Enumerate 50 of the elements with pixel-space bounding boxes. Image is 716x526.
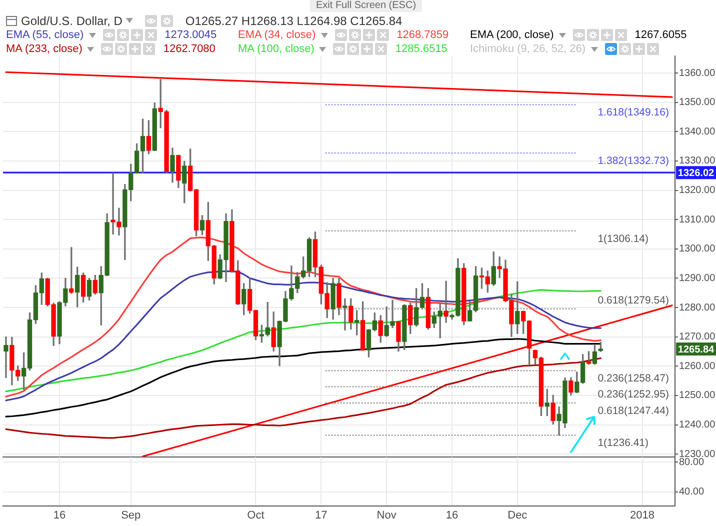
ref-line-label: 0.236(1252.95)	[598, 388, 669, 401]
candlestick	[4, 336, 8, 378]
x-tick-label: 16	[53, 510, 66, 522]
text: MA (233, close)	[6, 43, 82, 55]
text: 1285.6515	[395, 43, 448, 55]
ref-line-label: 0.618(1279.54)	[598, 294, 669, 307]
ref-line-label: 1.382(1332.73)	[598, 154, 669, 167]
text: 1268.7859	[396, 29, 449, 41]
ref-line-label: 0.618(1247.44)	[598, 404, 669, 417]
x-tick-label: Dec	[508, 510, 528, 522]
candlestick	[342, 298, 348, 330]
ref-line-label: 0.236(1258.47)	[598, 372, 669, 385]
text: 1267.6055	[634, 29, 687, 41]
y-tick-label: 1290.00	[679, 272, 716, 284]
y-tick-label: 1320.00	[679, 185, 716, 196]
y-tick-label: 80.00	[679, 456, 704, 468]
ref-line-label: 1326.02	[678, 168, 715, 179]
y-tick-label: 1300.00	[679, 244, 716, 255]
text: Ichimoku (9, 26, 52, 26)	[470, 43, 586, 55]
x-tick-label: 2018	[630, 510, 655, 522]
y-tick-label: 40.00	[679, 486, 704, 498]
x-tick-label: Oct	[247, 510, 264, 522]
x-tick-label: Nov	[376, 510, 397, 522]
y-tick-label: 1340.00	[679, 126, 716, 138]
y-tick-label: 1330.00	[679, 156, 716, 167]
y-tick-label: 1260.00	[679, 360, 716, 372]
text: MA (100, close)	[238, 43, 314, 55]
y-tick-label: 1310.00	[679, 214, 716, 226]
candlestick	[444, 280, 448, 323]
x-tick-label: 17	[315, 510, 328, 522]
annotation: 1265.84	[678, 344, 715, 356]
ref-line-label: 1(1236.41)	[598, 437, 649, 450]
y-tick-label: 1360.00	[679, 68, 716, 79]
text: EMA (34, close)	[238, 29, 316, 41]
x-tick-label: Sep	[121, 510, 141, 522]
x-tick-label: 16	[446, 510, 458, 522]
ref-line-label: 1.618(1349.16)	[598, 106, 669, 119]
y-tick-label: 1250.00	[679, 390, 716, 402]
ref-line-label: 1(1306.14)	[598, 232, 649, 245]
text: 1273.0045	[164, 29, 217, 41]
chart-subtitle: O1265.27 H1268.13 L1264.98 C1265.84	[185, 14, 402, 28]
text: EMA (200, close)	[470, 29, 554, 41]
text: Exit Full Screen (ESC)	[310, 0, 422, 12]
chart-title: Gold/U.S. Dollar, D	[21, 14, 122, 28]
text: EMA (55, close)	[6, 29, 84, 41]
y-tick-label: 1280.00	[679, 302, 716, 314]
y-tick-label: 1270.00	[679, 332, 716, 343]
y-tick-label: 1240.00	[679, 420, 716, 431]
y-tick-label: 1350.00	[679, 97, 716, 108]
text: 1262.7080	[163, 43, 216, 55]
